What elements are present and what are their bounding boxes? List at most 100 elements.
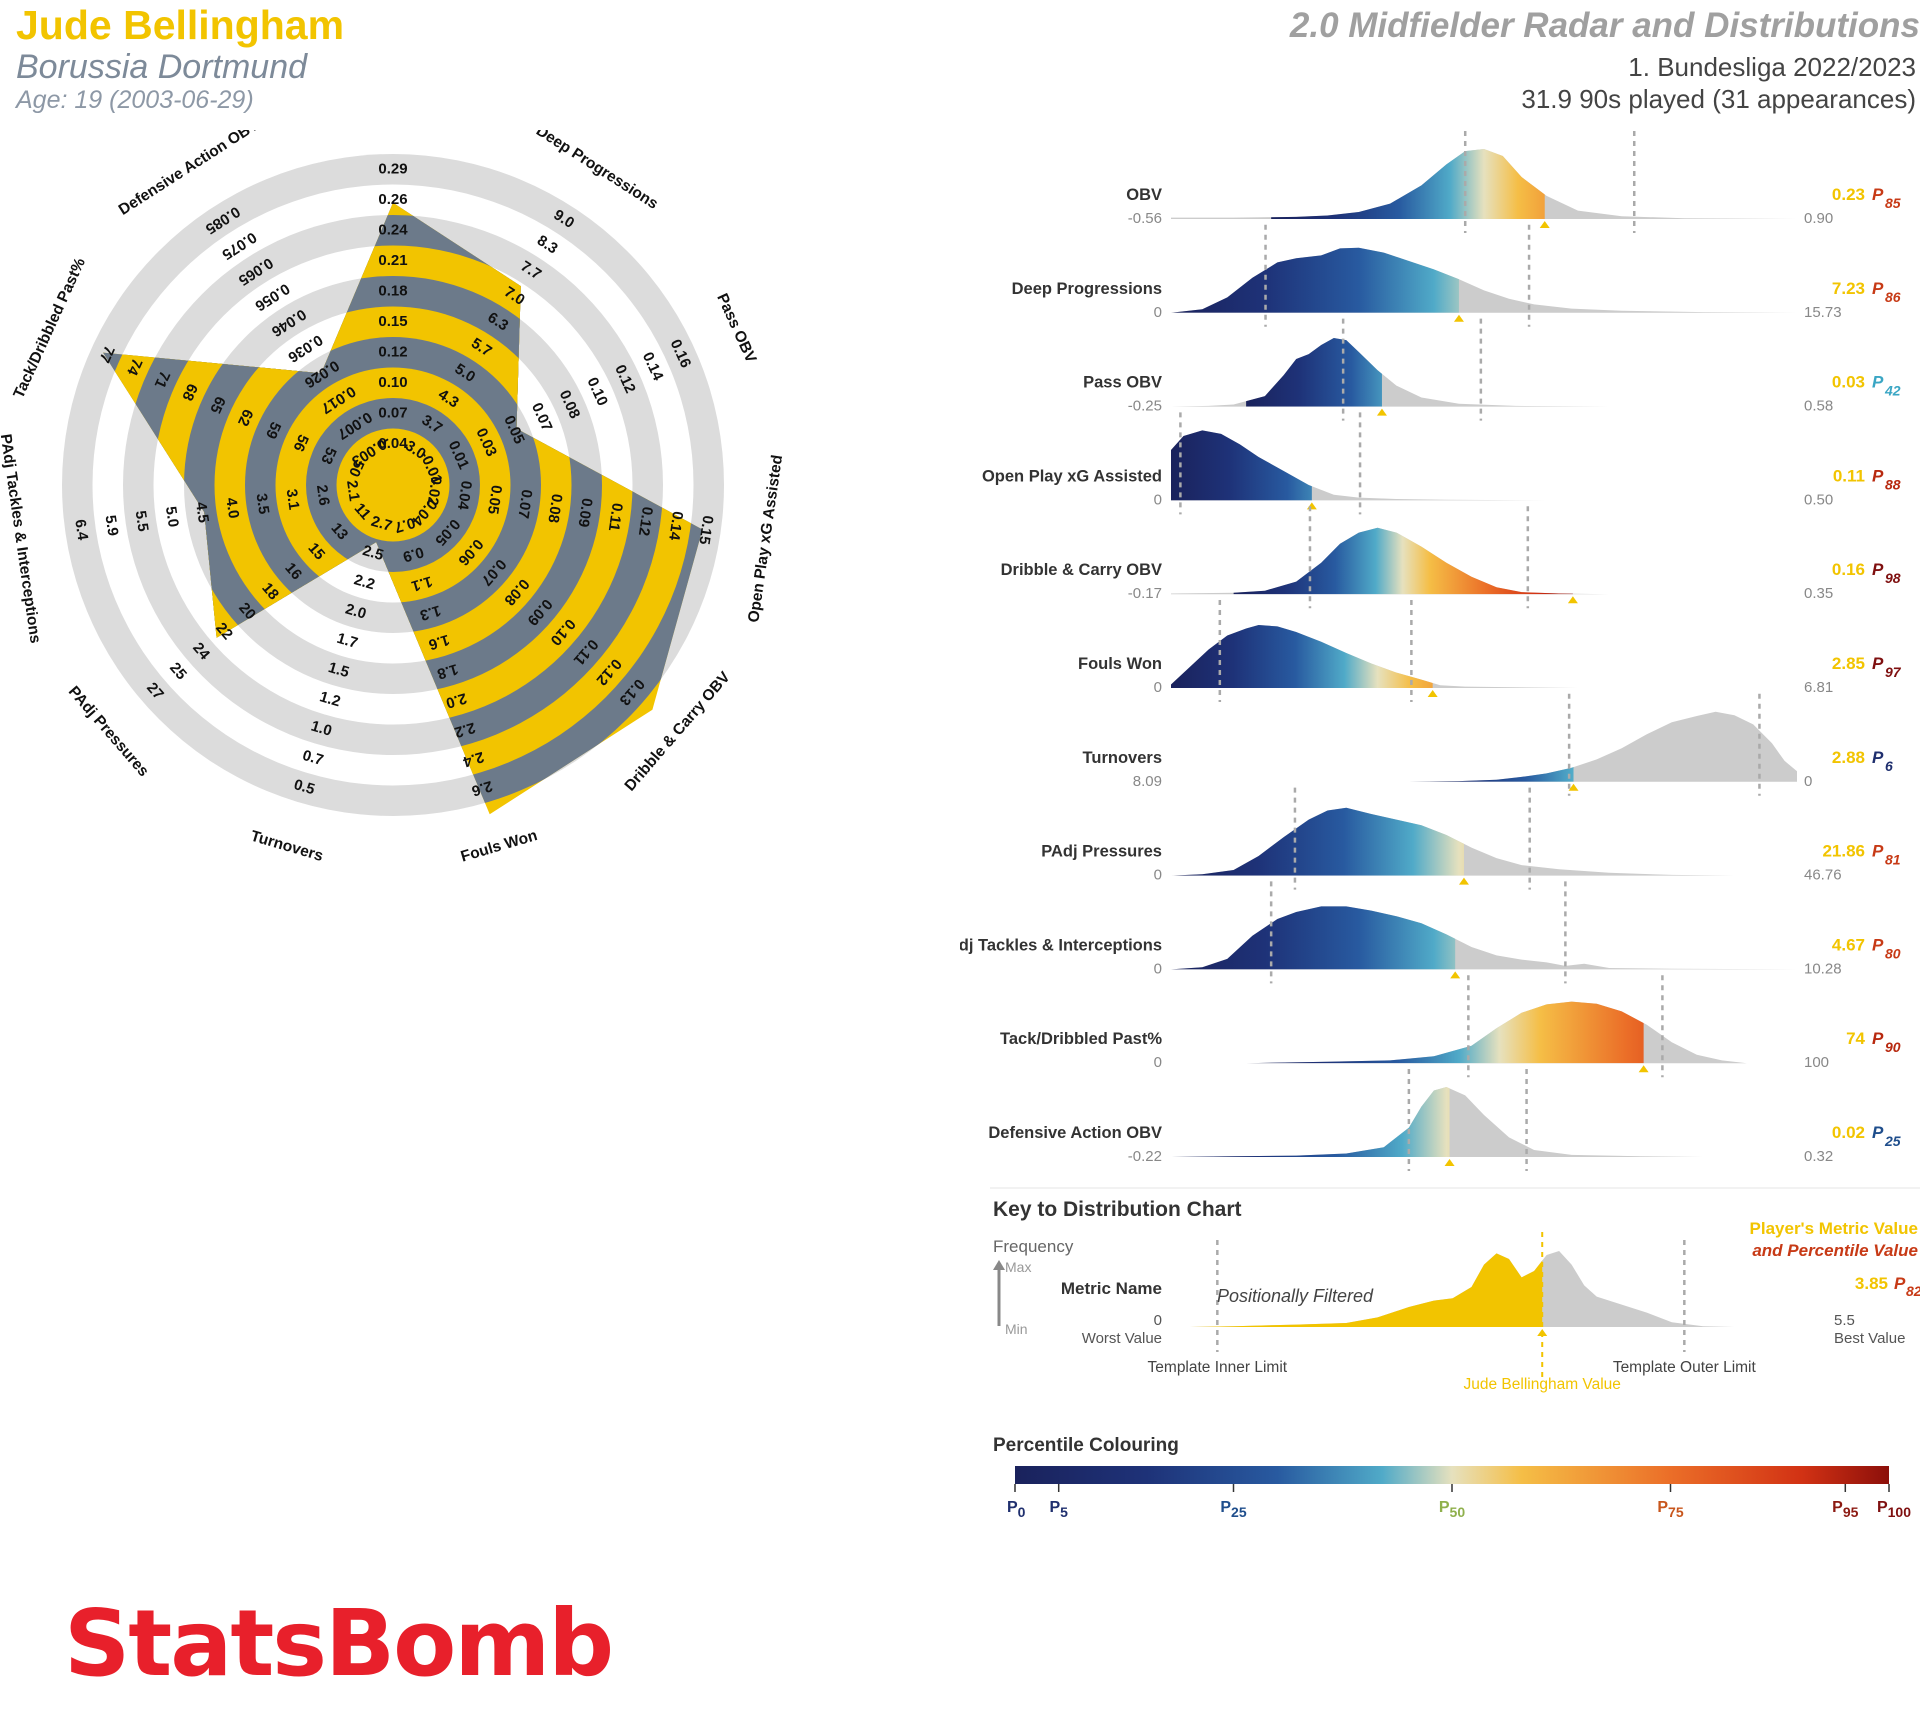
dist-pct-prefix: P [1872,654,1884,673]
dist-worst-value: -0.25 [1128,398,1162,415]
radar-axis-label: Turnovers [249,828,325,865]
dist-player-value: 0.11 [1833,466,1865,485]
dist-player-marker [1376,408,1387,416]
radar-tick-label: 2.6 [470,777,495,799]
dist-metric-name: Open Play xG Assisted [982,467,1162,485]
radar-tick-label: 0.14 [665,510,686,542]
key-frequency: Frequency [993,1237,1074,1256]
dist-metric-name: PAdj Tackles & Interceptions [960,936,1162,954]
dist-worst-value: 0 [1154,960,1162,977]
radar-tick-label: 2.5 [361,542,386,564]
dist-row: Tack/Dribbled Past% 0 100 74 P 90 [1000,975,1901,1078]
dist-pct-prefix: P [1872,185,1884,204]
dist-pct-prefix: P [1872,279,1884,298]
radar-axis-label: Open Play xG Assisted [745,454,786,624]
dist-percentile-fill [1171,625,1433,688]
radar-tick-label: 3.5 [252,492,272,515]
dist-percentile-fill [1233,527,1573,595]
radar-tick-label: 0.07 [378,404,407,421]
dist-percentile: 81 [1885,852,1901,868]
dist-metric-name: PAdj Pressures [1041,843,1162,861]
dist-metric-name: Tack/Dribbled Past% [1000,1030,1162,1048]
radar-tick-label: 0.09 [574,497,595,528]
radar-tick-label: 2.2 [452,719,477,741]
dist-percentile: 25 [1884,1133,1901,1149]
percentile-tick-label: P100 [1877,1499,1911,1520]
radar-tick-label: 1.8 [435,660,460,682]
dist-worst-value: 0 [1154,304,1162,321]
radar-tick-label: 1.6 [427,631,452,653]
key-player-label: Jude Bellingham Value [1464,1376,1621,1393]
radar-tick-label: 50 [345,457,367,479]
dist-percentile-fill [1171,906,1456,970]
dist-percentile: 90 [1885,1039,1901,1055]
dist-row: Open Play xG Assisted 0 0.500.11 P 88 [982,412,1901,515]
radar-tick-label: 0.26 [378,191,407,208]
dist-metric-name: Fouls Won [1078,655,1162,673]
dist-metric-name: Turnovers [1083,749,1162,767]
dist-player-marker [1458,877,1469,885]
competition-season: 1. Bundesliga 2022/2023 [1628,52,1916,82]
dist-row: Defensive Action OBV -0.22 0.32 0.02 P 25 [988,1069,1901,1171]
dist-worst-value: -0.17 [1128,585,1162,602]
radar-tick-label: 3.1 [283,488,303,511]
dist-player-value: 0.02 [1832,1123,1865,1142]
radar-tick-label: 1.5 [326,659,351,681]
dist-percentile: 98 [1885,570,1901,586]
radar-tick-label: 0.21 [378,252,407,269]
radar-chart: 0.04 0.07 0.10 0.12 0.15 0.18 0.21 0.24 0.26 0.29… [0,130,786,866]
template-title: 2.0 Midfielder Radar and Distributions [1289,6,1920,45]
dist-density [1171,338,1610,407]
radar-tick-label: 77 [95,343,117,365]
dist-worst-value: 0 [1154,679,1162,696]
radar-tick-label: 2.4 [460,748,485,770]
radar-tick-label: 4.0 [222,497,242,520]
minutes-played: 31.9 90s played (31 appearances) [1521,84,1916,114]
radar-tick-label: 1.0 [309,718,334,740]
radar-tick-label: 74 [123,356,146,379]
dist-best-value: 46.76 [1804,867,1842,884]
dist-percentile-fill [1246,338,1382,407]
dist-metric-name: Defensive Action OBV [988,1124,1162,1142]
statsbomb-logo: StatsBomb [64,1590,614,1697]
key-legend-line1: Player's Metric Value [1750,1219,1918,1238]
key-player-marker [1537,1329,1548,1336]
radar-axis-label: Pass OBV [713,291,759,366]
dist-player-marker [1450,971,1461,979]
distribution-chart: OBV-0.56 0.900.23 P 85 Deep Progressions 0 15.… [960,131,1920,1520]
dist-best-value: 0.32 [1804,1148,1833,1165]
key-max: Max [1005,1259,1031,1275]
radar-tick-label: 5.9 [102,514,122,537]
dist-percentile: 80 [1885,945,1901,961]
dist-density [1408,711,1797,782]
dist-percentile: 86 [1885,289,1901,305]
dist-percentile-fill [1171,807,1464,876]
dist-percentile-fill [1408,711,1574,782]
radar-tick-label: 0.04 [454,480,475,512]
key-inner-label: Template Inner Limit [1148,1359,1288,1376]
dist-percentile-fill [1171,430,1312,501]
radar-tick-label: 6.4 [71,518,91,542]
radar-tick-label: 2.0 [343,601,368,623]
dist-best-value: 0.35 [1804,585,1833,602]
dist-best-value: 15.73 [1804,304,1842,321]
dist-player-value: 4.67 [1832,935,1865,954]
dist-pct-prefix: P [1872,1123,1884,1142]
radar-tick-label: 5.0 [162,505,182,528]
player-name: Jude Bellingham [16,2,345,48]
dist-player-marker [1567,596,1578,604]
player-age: Age: 19 (2003-06-29) [16,86,254,114]
radar-tick-label: 0.9 [401,543,426,565]
radar-tick-label: 1.2 [318,688,343,710]
dist-metric-name: OBV [1126,186,1162,204]
dist-percentile: 6 [1885,758,1893,774]
dist-row: PAdj Pressures 0 46.76 21.86 P 81 [1041,787,1901,890]
key-player-fill [1189,1251,1543,1327]
dist-player-value: 21.86 [1822,842,1865,861]
radar-tick-label: 0.08 [544,493,565,524]
dist-metric-name: Deep Progressions [1012,280,1162,298]
dist-row: OBV -0.56 0.90 0.23 P 85 [1126,131,1901,233]
percentile-tick-label: P5 [1049,1499,1068,1520]
dist-row: Pass OBV -0.25 0.58 0.03 P 42 [1083,318,1901,421]
radar-tick-label: 4.5 [192,501,212,524]
